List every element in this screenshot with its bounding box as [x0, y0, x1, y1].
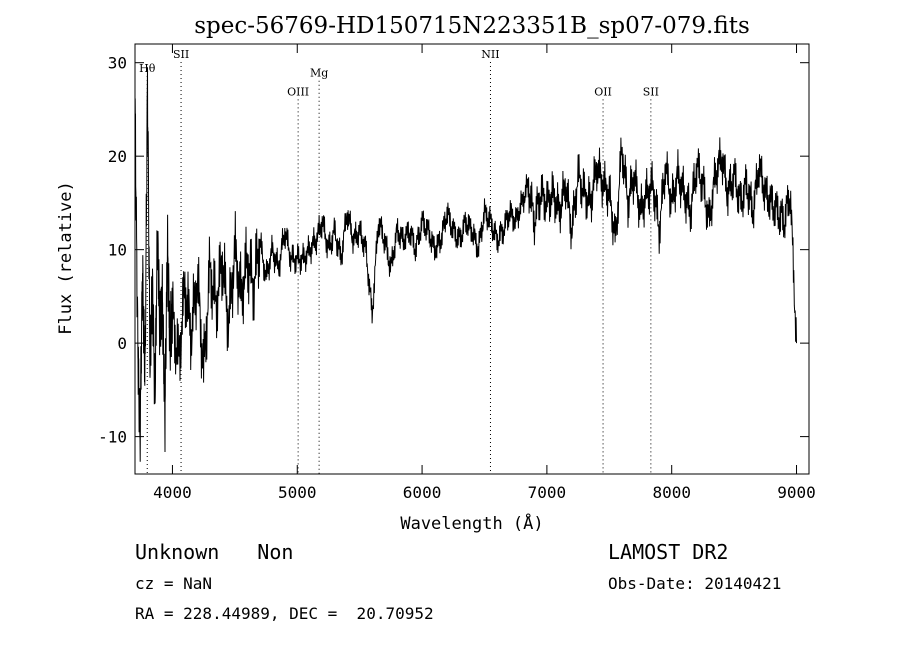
y-tick-label: 30: [108, 54, 127, 73]
y-tick-label: 20: [108, 147, 127, 166]
x-tick-label: 8000: [652, 483, 691, 502]
subclass-label: Non: [257, 540, 294, 564]
x-tick-label: 9000: [777, 483, 816, 502]
coordinates-label: RA = 228.44989, DEC = 20.70952: [135, 604, 434, 623]
x-tick-label: 5000: [278, 483, 317, 502]
x-tick-label: 4000: [153, 483, 192, 502]
line-label: OIII: [287, 85, 309, 98]
line-label: Mg: [310, 67, 328, 80]
x-axis-label: Wavelength (Å): [400, 512, 543, 534]
y-tick-label: 0: [117, 334, 127, 353]
spectral-class: Unknown Non: [135, 540, 293, 564]
y-axis-label: Flux (relative): [56, 181, 76, 335]
chart-title: spec-56769-HD150715N223351B_sp07-079.fit…: [194, 13, 750, 39]
class-label: Unknown: [135, 540, 220, 564]
line-label: SII: [173, 48, 189, 61]
y-tick-label: -10: [98, 428, 127, 447]
line-label: SII: [643, 85, 659, 98]
obs-date-label: Obs-Date: 20140421: [608, 574, 782, 593]
spectrum-plot: spec-56769-HD150715N223351B_sp07-079.fit…: [56, 13, 816, 534]
y-tick-label: 10: [108, 241, 127, 260]
redshift-label: cz = NaN: [135, 574, 213, 593]
survey-label: LAMOST DR2: [608, 540, 729, 564]
plot-frame: [134, 43, 810, 475]
line-label: OII: [594, 85, 612, 98]
spectrum-line: [134, 67, 797, 462]
line-label: NII: [481, 48, 499, 61]
axis-ticks: 4000 5000 6000 7000 8000 9000 -10 0 10 20 30: [98, 44, 816, 502]
x-tick-label: 6000: [403, 483, 442, 502]
x-tick-label: 7000: [528, 483, 567, 502]
